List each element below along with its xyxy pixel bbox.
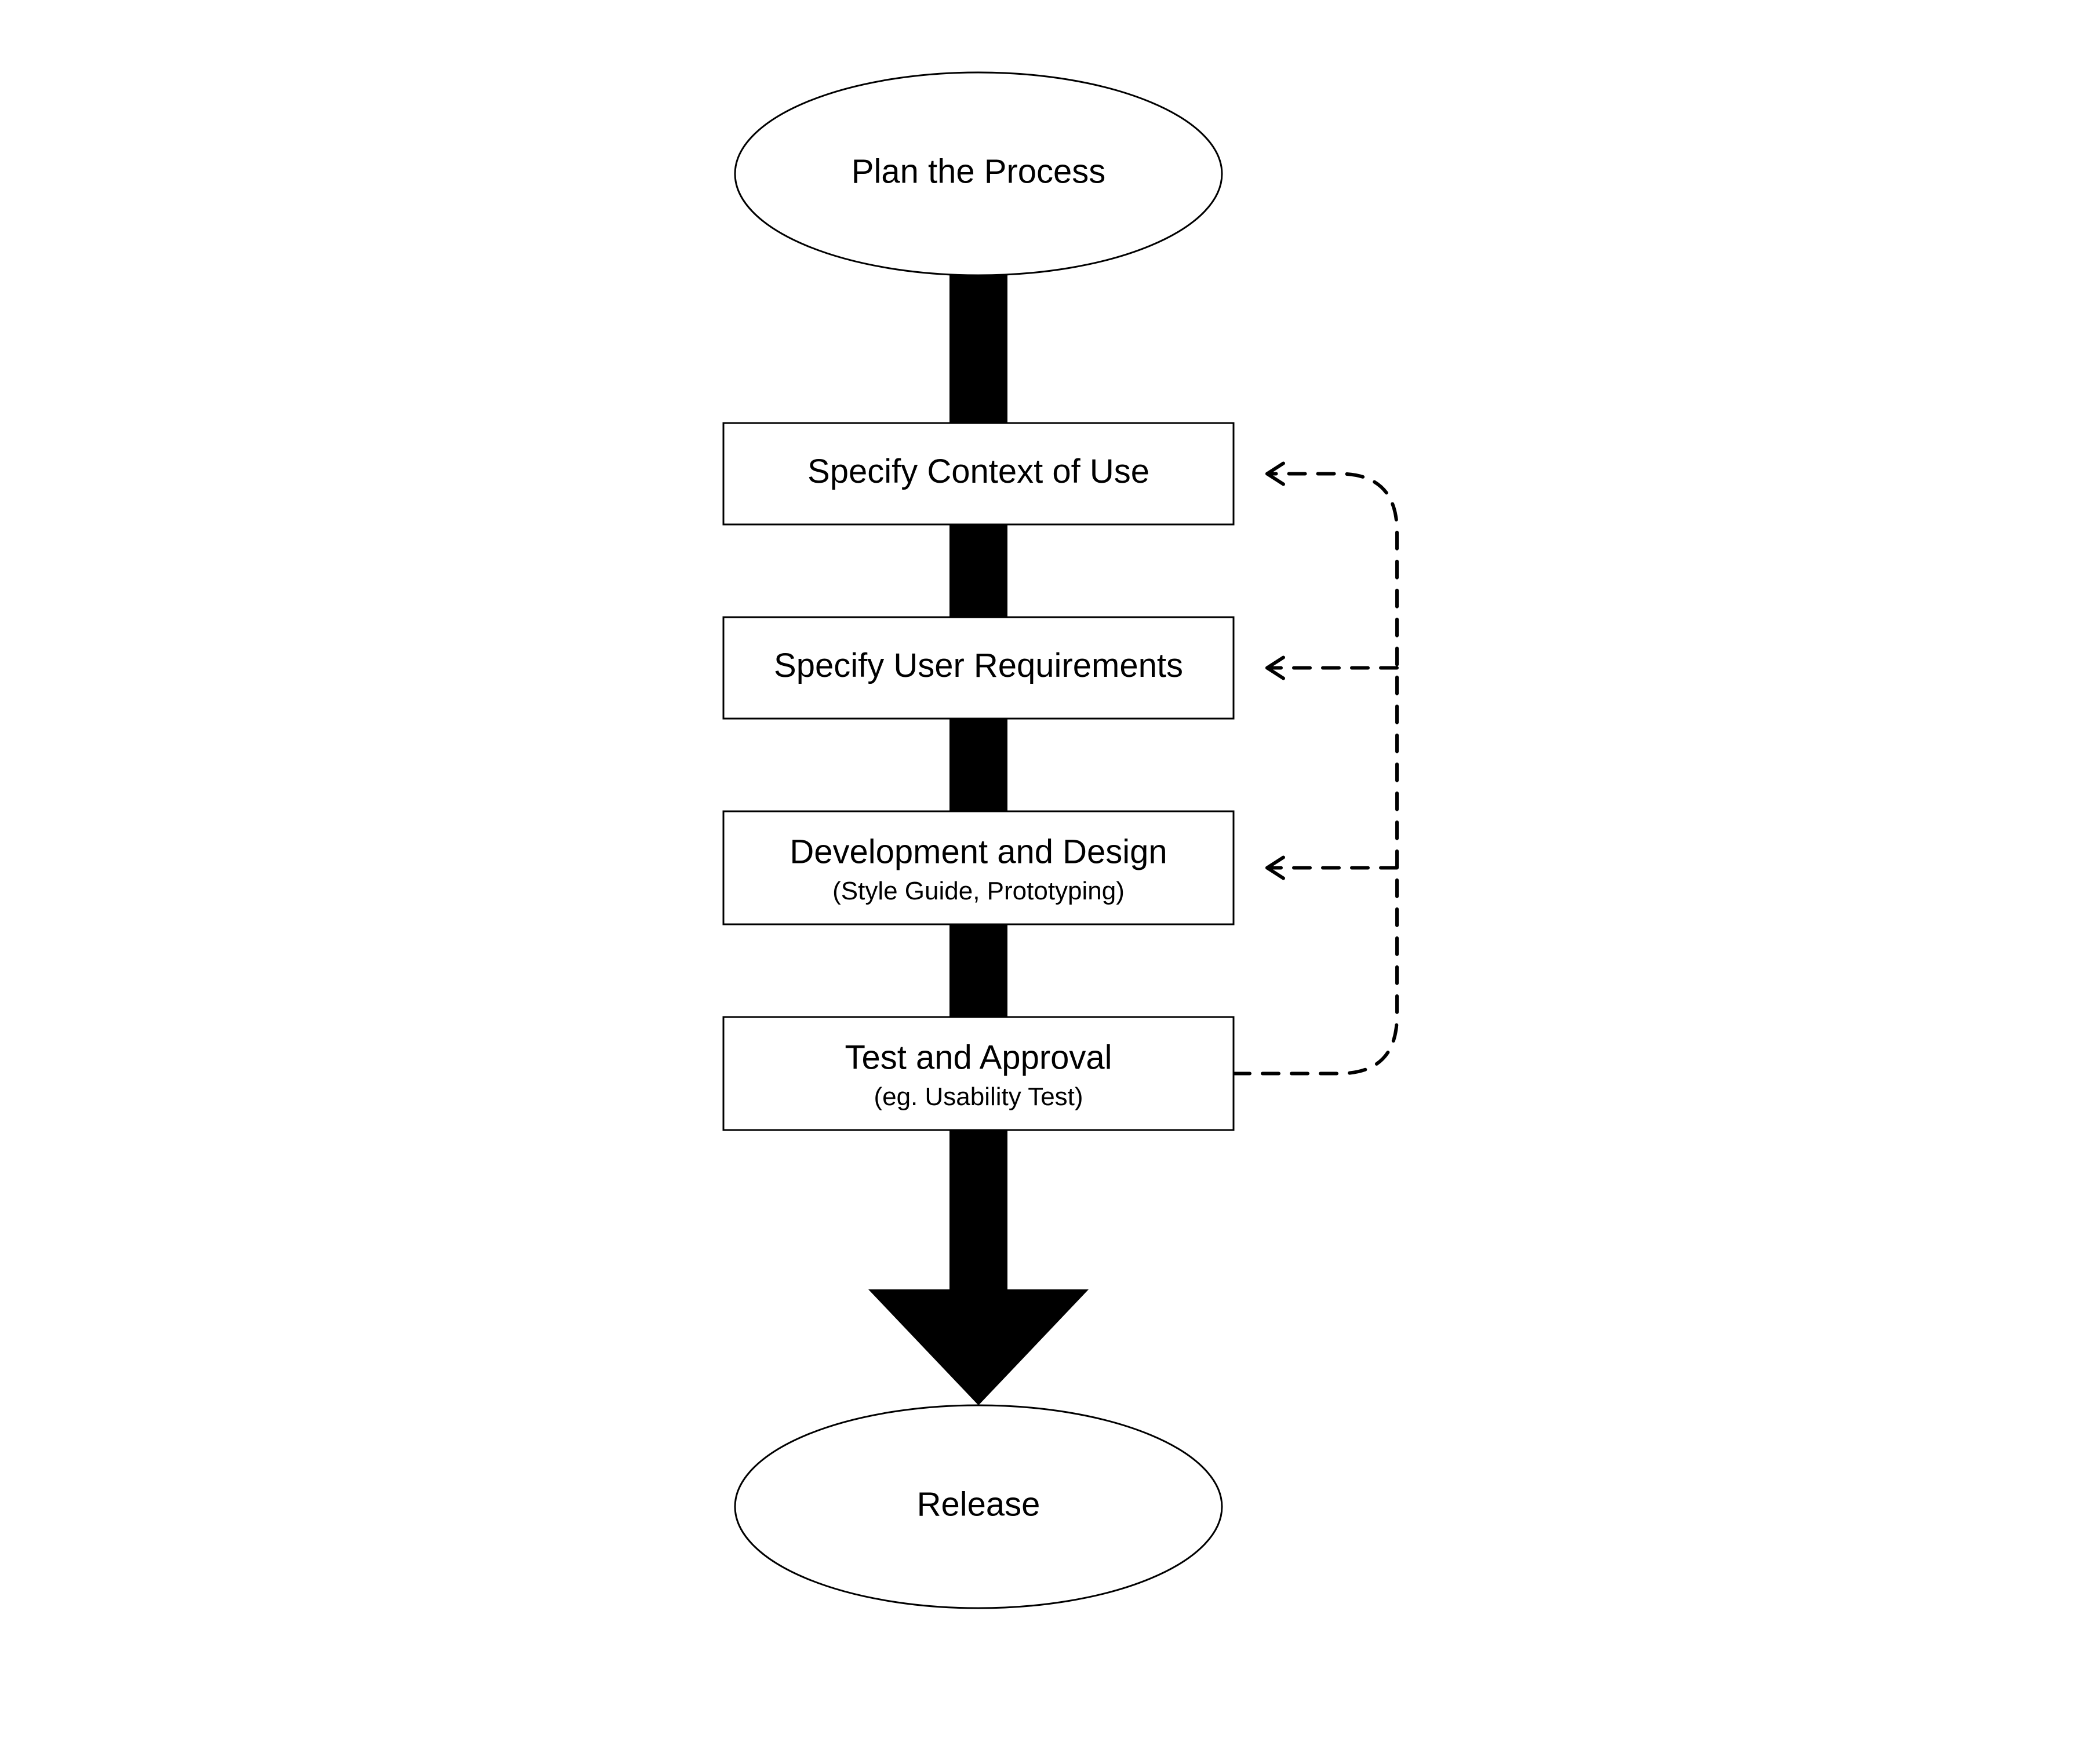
spine-segment [949,524,1007,617]
node-test-sublabel: (eg. Usability Test) [874,1083,1083,1111]
spine-final-head [868,1289,1089,1405]
node-dev-sublabel: (Style Guide, Prototyping) [832,877,1125,905]
node-release-label: Release [917,1485,1040,1523]
spine-segment [949,275,1007,423]
node-dev-label: Development and Design [789,833,1167,870]
node-context-label: Specify Context of Use [807,453,1149,490]
spine-final-stem [949,1130,1007,1289]
node-test-label: Test and Approval [845,1038,1112,1076]
node-plan-label: Plan the Process [852,152,1105,190]
flowchart-canvas: Plan the Process Specify Context of Use Sp… [0,0,2092,1764]
node-reqs-label: Specify User Requirements [774,647,1183,684]
spine-segment [949,924,1007,1017]
spine-segment [949,719,1007,811]
feedback-trunk [1234,474,1397,1074]
